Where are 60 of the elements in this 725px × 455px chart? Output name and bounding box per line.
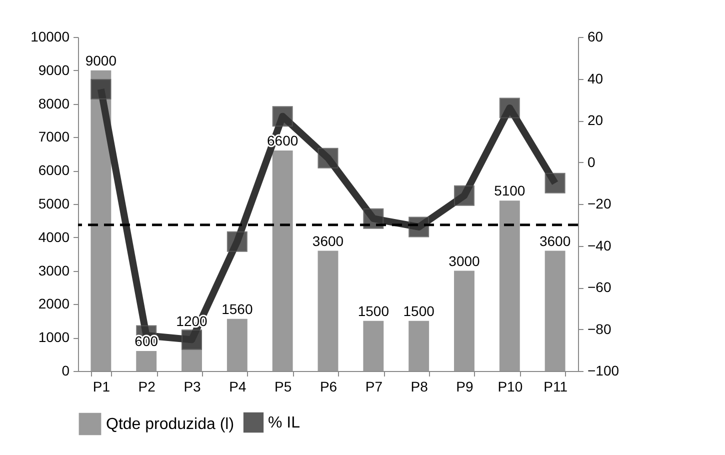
y2-tick-label: −20 xyxy=(588,196,612,212)
data-label: 1500 xyxy=(358,302,390,319)
y-tick-label: 8000 xyxy=(38,95,70,112)
data-label: 3000 xyxy=(448,252,480,269)
y-tick-label: 7000 xyxy=(38,128,70,145)
y-tick-label: 9000 xyxy=(38,62,70,78)
point xyxy=(363,208,384,229)
x-tick-label: P6 xyxy=(320,378,338,394)
point xyxy=(318,148,338,168)
data-label: 1560 xyxy=(222,300,253,317)
point xyxy=(272,106,293,127)
y2-tick-label: 20 xyxy=(588,112,604,128)
y-tick-label: 10000 xyxy=(30,28,70,44)
y2-tick-label: 0 xyxy=(588,154,596,170)
y2-tick-label: −100 xyxy=(588,362,620,378)
y2-tick-label: −60 xyxy=(588,279,612,295)
x-tick-label: P3 xyxy=(184,378,202,394)
data-label: 5100 xyxy=(494,182,526,199)
legend-label: % IL xyxy=(268,414,300,432)
point xyxy=(182,329,202,350)
x-tick-label: P1 xyxy=(92,378,110,394)
bar xyxy=(454,270,474,371)
x-tick-label: P9 xyxy=(456,378,474,394)
x-tick-label: P2 xyxy=(138,378,156,394)
y2-tick-label: −80 xyxy=(588,320,612,337)
bar xyxy=(544,250,566,371)
x-tick-label: P7 xyxy=(365,378,383,394)
bar xyxy=(318,250,338,371)
point xyxy=(408,216,430,238)
bar xyxy=(226,318,248,371)
bar xyxy=(499,200,520,371)
point xyxy=(544,172,566,194)
point xyxy=(454,185,474,206)
bar xyxy=(363,320,384,371)
legend-label: Qtde produzida (l) xyxy=(106,416,234,433)
y2-tick-label: −40 xyxy=(588,237,612,254)
data-label: 9000 xyxy=(85,52,117,68)
y-tick-label: 5000 xyxy=(38,196,70,212)
bar xyxy=(408,320,430,371)
data-label: 3600 xyxy=(539,232,571,249)
y-tick-label: 3000 xyxy=(38,262,70,278)
data-label: 3600 xyxy=(312,232,344,249)
y2-tick-label: 40 xyxy=(588,70,604,86)
x-tick-label: P10 xyxy=(498,378,523,394)
bar xyxy=(272,150,293,371)
x-tick-label: P11 xyxy=(544,378,568,394)
y-tick-label: 0 xyxy=(62,362,70,378)
y-tick-label: 4000 xyxy=(38,228,70,245)
point xyxy=(226,231,248,252)
point xyxy=(90,78,112,100)
x-tick-label: P8 xyxy=(410,378,428,394)
y2-tick-label: 60 xyxy=(588,28,604,44)
bar xyxy=(136,350,157,371)
y-tick-label: 2000 xyxy=(38,296,70,312)
x-tick-label: P5 xyxy=(274,378,292,394)
y-tick-label: 1000 xyxy=(38,329,70,346)
point xyxy=(499,98,520,118)
x-tick-label: P4 xyxy=(229,378,246,394)
data-label: 1500 xyxy=(403,302,435,319)
y-tick-label: 6000 xyxy=(38,162,70,178)
